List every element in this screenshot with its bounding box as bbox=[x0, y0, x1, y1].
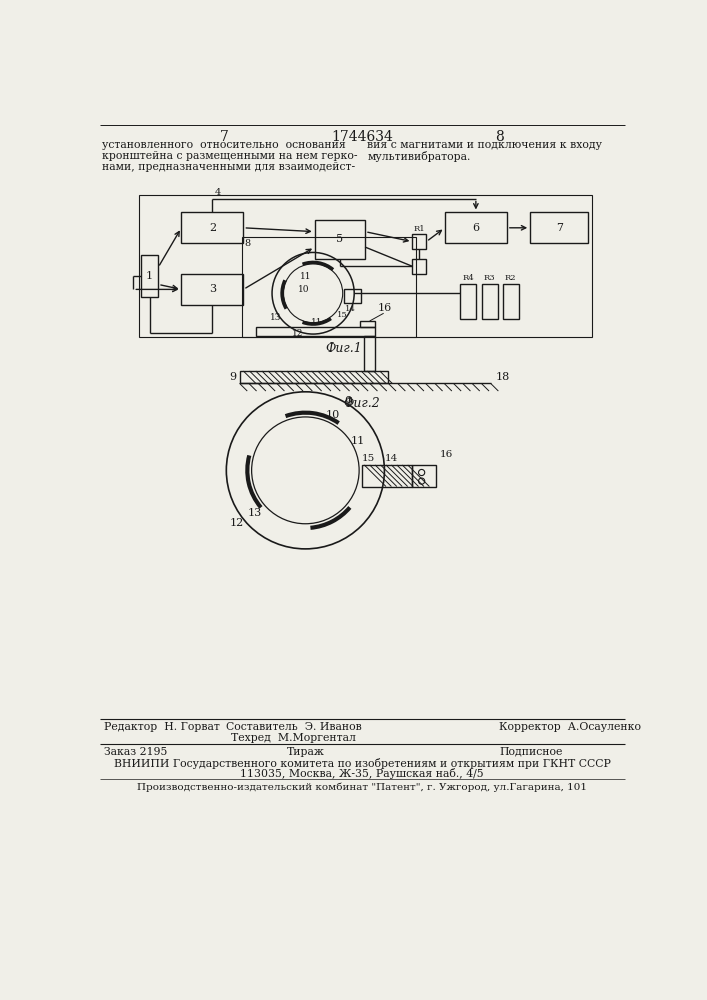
Bar bbox=[240, 371, 387, 383]
Text: 1: 1 bbox=[146, 271, 153, 281]
Text: нами, предназначенными для взаимодейст-: нами, предназначенными для взаимодейст- bbox=[103, 162, 356, 172]
Text: 13: 13 bbox=[248, 508, 262, 518]
Text: 14: 14 bbox=[345, 305, 356, 313]
Bar bbox=[530, 212, 588, 243]
Bar bbox=[139, 195, 592, 337]
Text: 11: 11 bbox=[311, 318, 323, 327]
Bar bbox=[460, 284, 476, 319]
Bar bbox=[445, 212, 507, 243]
Text: 16: 16 bbox=[378, 303, 392, 313]
Bar bbox=[503, 284, 518, 319]
Text: R1: R1 bbox=[414, 225, 425, 233]
Text: 13: 13 bbox=[270, 313, 281, 322]
Bar bbox=[364, 336, 375, 371]
Bar bbox=[141, 255, 158, 297]
Text: ВНИИПИ Государственного комитета по изобретениям и открытиям при ГКНТ СССР: ВНИИПИ Государственного комитета по изоб… bbox=[114, 758, 610, 769]
Text: 10: 10 bbox=[325, 410, 339, 420]
Text: 8: 8 bbox=[244, 239, 250, 248]
Text: 5: 5 bbox=[337, 234, 344, 244]
Text: Заказ 2195: Заказ 2195 bbox=[104, 747, 168, 757]
Text: 6: 6 bbox=[472, 223, 479, 233]
Text: Тираж: Тираж bbox=[286, 747, 325, 757]
Text: 15: 15 bbox=[361, 454, 375, 463]
Text: вия с магнитами и подключения к входу: вия с магнитами и подключения к входу bbox=[368, 140, 602, 150]
Text: R4: R4 bbox=[462, 274, 474, 282]
Text: 7: 7 bbox=[556, 223, 563, 233]
Bar bbox=[412, 234, 426, 249]
Text: 10: 10 bbox=[298, 285, 310, 294]
Text: 7: 7 bbox=[220, 130, 228, 144]
Bar bbox=[182, 274, 243, 305]
Text: Производственно-издательский комбинат "Патент", г. Ужгород, ул.Гагарина, 101: Производственно-издательский комбинат "П… bbox=[137, 782, 587, 792]
Text: установленного  относительно  основания: установленного относительно основания bbox=[103, 140, 346, 150]
Text: 1744634: 1744634 bbox=[331, 130, 393, 144]
Text: 113035, Москва, Ж-35, Раушская наб., 4/5: 113035, Москва, Ж-35, Раушская наб., 4/5 bbox=[240, 768, 484, 779]
Text: 12: 12 bbox=[292, 329, 303, 338]
Text: Фиг.2: Фиг.2 bbox=[344, 397, 380, 410]
Text: Составитель  Э. Иванов: Составитель Э. Иванов bbox=[226, 722, 361, 732]
Text: R2: R2 bbox=[505, 274, 517, 282]
Text: Редактор  Н. Горват: Редактор Н. Горват bbox=[104, 722, 220, 732]
Bar bbox=[362, 465, 412, 487]
Text: 18: 18 bbox=[495, 372, 510, 382]
Text: кронштейна с размещенными на нем герко-: кронштейна с размещенными на нем герко- bbox=[103, 151, 358, 161]
Text: Техред  М.Моргентал: Техред М.Моргентал bbox=[231, 733, 356, 743]
Bar bbox=[315, 220, 365, 259]
Bar bbox=[361, 321, 375, 327]
Bar bbox=[412, 465, 436, 487]
Text: 9: 9 bbox=[229, 372, 236, 382]
Bar bbox=[344, 289, 361, 303]
Text: 11: 11 bbox=[300, 272, 311, 281]
Text: Корректор  А.Осауленко: Корректор А.Осауленко bbox=[499, 722, 641, 732]
Bar bbox=[482, 284, 498, 319]
Text: R3: R3 bbox=[484, 274, 496, 282]
Bar bbox=[182, 212, 243, 243]
Text: Фиг.1: Фиг.1 bbox=[326, 342, 363, 355]
Bar bbox=[412, 259, 426, 274]
Bar bbox=[256, 327, 375, 336]
Text: мультивибратора.: мультивибратора. bbox=[368, 151, 471, 162]
Text: Подписное: Подписное bbox=[499, 747, 563, 757]
Text: 15: 15 bbox=[337, 311, 348, 319]
Text: 14: 14 bbox=[385, 454, 397, 463]
Bar bbox=[242, 237, 416, 337]
Text: 16: 16 bbox=[440, 450, 452, 459]
Text: 8: 8 bbox=[495, 130, 503, 144]
Text: 11: 11 bbox=[351, 436, 366, 446]
Text: 9: 9 bbox=[344, 396, 352, 409]
Text: 2: 2 bbox=[209, 223, 216, 233]
Text: 12: 12 bbox=[230, 518, 245, 528]
Text: 3: 3 bbox=[209, 284, 216, 294]
Text: 4: 4 bbox=[215, 188, 221, 197]
